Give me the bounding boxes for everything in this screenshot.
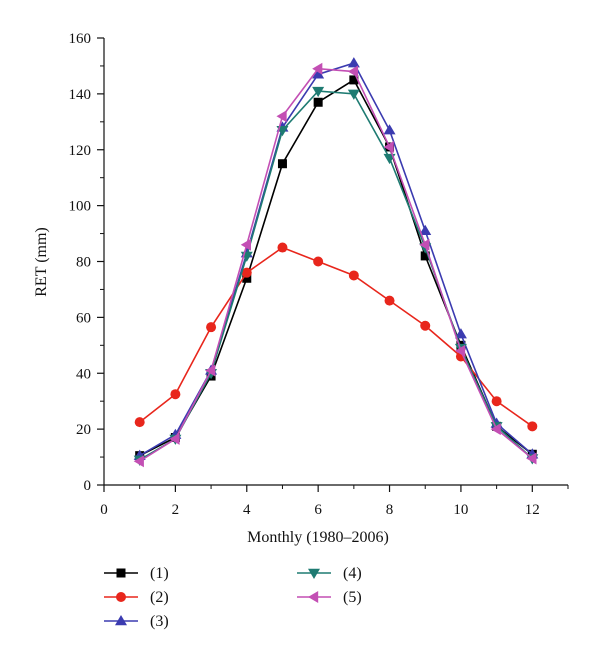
data-point	[383, 140, 394, 153]
legend-item: (4)	[297, 565, 362, 582]
data-point	[419, 224, 432, 235]
data-point	[242, 273, 252, 283]
series-line	[139, 67, 533, 462]
data-point	[347, 65, 359, 78]
x-tick-label: 10	[453, 502, 468, 518]
x-tick-label: 6	[314, 502, 322, 518]
x-tick-label: 4	[243, 502, 251, 518]
x-tick-label: 12	[525, 502, 540, 518]
legend-label: (5)	[343, 589, 362, 606]
series-3	[133, 57, 539, 460]
y-tick-label: 100	[69, 199, 92, 215]
data-point	[348, 270, 359, 281]
data-point	[133, 455, 144, 468]
y-axis-title: RET (mm)	[33, 227, 50, 296]
y-tick-label: 40	[76, 366, 91, 382]
data-point	[241, 267, 252, 278]
legend-marker	[115, 615, 127, 626]
series-layer	[133, 57, 539, 468]
data-point	[313, 256, 324, 267]
x-tick-label: 2	[172, 502, 180, 518]
legend-item: (3)	[104, 613, 169, 630]
data-point	[383, 124, 396, 135]
y-tick-label: 140	[69, 87, 92, 103]
data-point	[527, 421, 538, 432]
data-point	[313, 97, 323, 107]
data-point	[170, 389, 181, 400]
y-tick-label: 60	[76, 310, 91, 326]
data-point	[206, 322, 217, 333]
data-point	[349, 75, 359, 85]
legend-item: (5)	[297, 589, 362, 606]
data-point	[169, 432, 180, 445]
series-4	[133, 86, 539, 466]
data-point	[312, 62, 323, 75]
data-point	[526, 452, 537, 465]
data-point	[419, 238, 430, 251]
y-tick-label: 80	[76, 255, 91, 271]
series-5	[133, 62, 537, 468]
legend-marker	[116, 568, 126, 578]
legend-label: (1)	[150, 565, 169, 582]
data-point	[420, 251, 430, 261]
data-point	[277, 242, 288, 253]
data-point	[384, 295, 395, 306]
legend-item: (2)	[104, 589, 169, 606]
legend-label: (4)	[343, 565, 362, 582]
legend-marker	[308, 568, 320, 579]
x-tick-label: 0	[100, 502, 108, 518]
data-point	[347, 57, 360, 68]
series-line	[139, 78, 533, 457]
y-tick-label: 20	[76, 422, 91, 438]
axes	[103, 38, 568, 486]
data-point	[347, 89, 360, 100]
data-point	[454, 344, 466, 357]
legend-label: (2)	[150, 589, 169, 606]
legend: (1) (2) (3) (4) (5)	[104, 565, 362, 630]
data-point	[491, 396, 502, 407]
data-point	[205, 364, 216, 377]
series-line	[139, 90, 533, 461]
y-tick-label: 160	[69, 31, 92, 47]
data-point	[240, 238, 251, 251]
y-tick-label: 0	[84, 478, 92, 494]
y-tick-label: 120	[69, 143, 92, 159]
legend-item: (1)	[104, 565, 169, 582]
data-point	[276, 110, 287, 123]
data-point	[420, 320, 431, 331]
data-point	[454, 328, 467, 339]
data-point	[277, 159, 287, 169]
data-point	[134, 417, 145, 428]
data-point	[312, 86, 325, 98]
data-point	[312, 68, 325, 79]
legend-marker	[116, 592, 126, 602]
x-axis-title: Monthly (1980–2006)	[247, 529, 389, 546]
legend-marker	[308, 591, 319, 603]
series-line	[139, 246, 533, 427]
x-tick-label: 8	[386, 502, 394, 518]
legend-label: (3)	[150, 613, 169, 630]
data-point	[490, 423, 501, 436]
